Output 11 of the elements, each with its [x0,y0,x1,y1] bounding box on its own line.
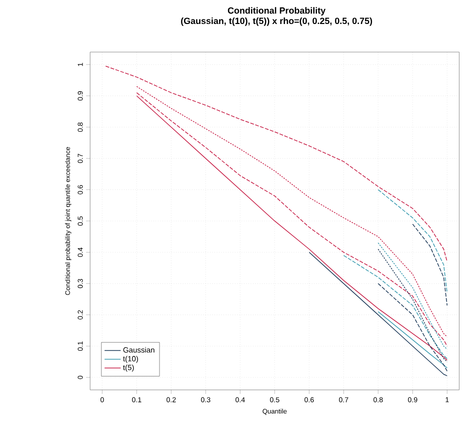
line-series [412,224,448,306]
line-series [378,283,448,372]
line-series [343,254,448,359]
line-series [105,66,448,262]
line-series [378,242,448,350]
line-series [378,311,448,368]
chart-title: Conditional Probability [228,7,326,16]
line-series [308,252,448,376]
line-series [378,248,448,362]
line-series [378,189,448,294]
chart-subtitle: (Gaussian, t(10), t(5)) x rho=(0, 0.25, 0.5, 0.75) [181,17,372,26]
